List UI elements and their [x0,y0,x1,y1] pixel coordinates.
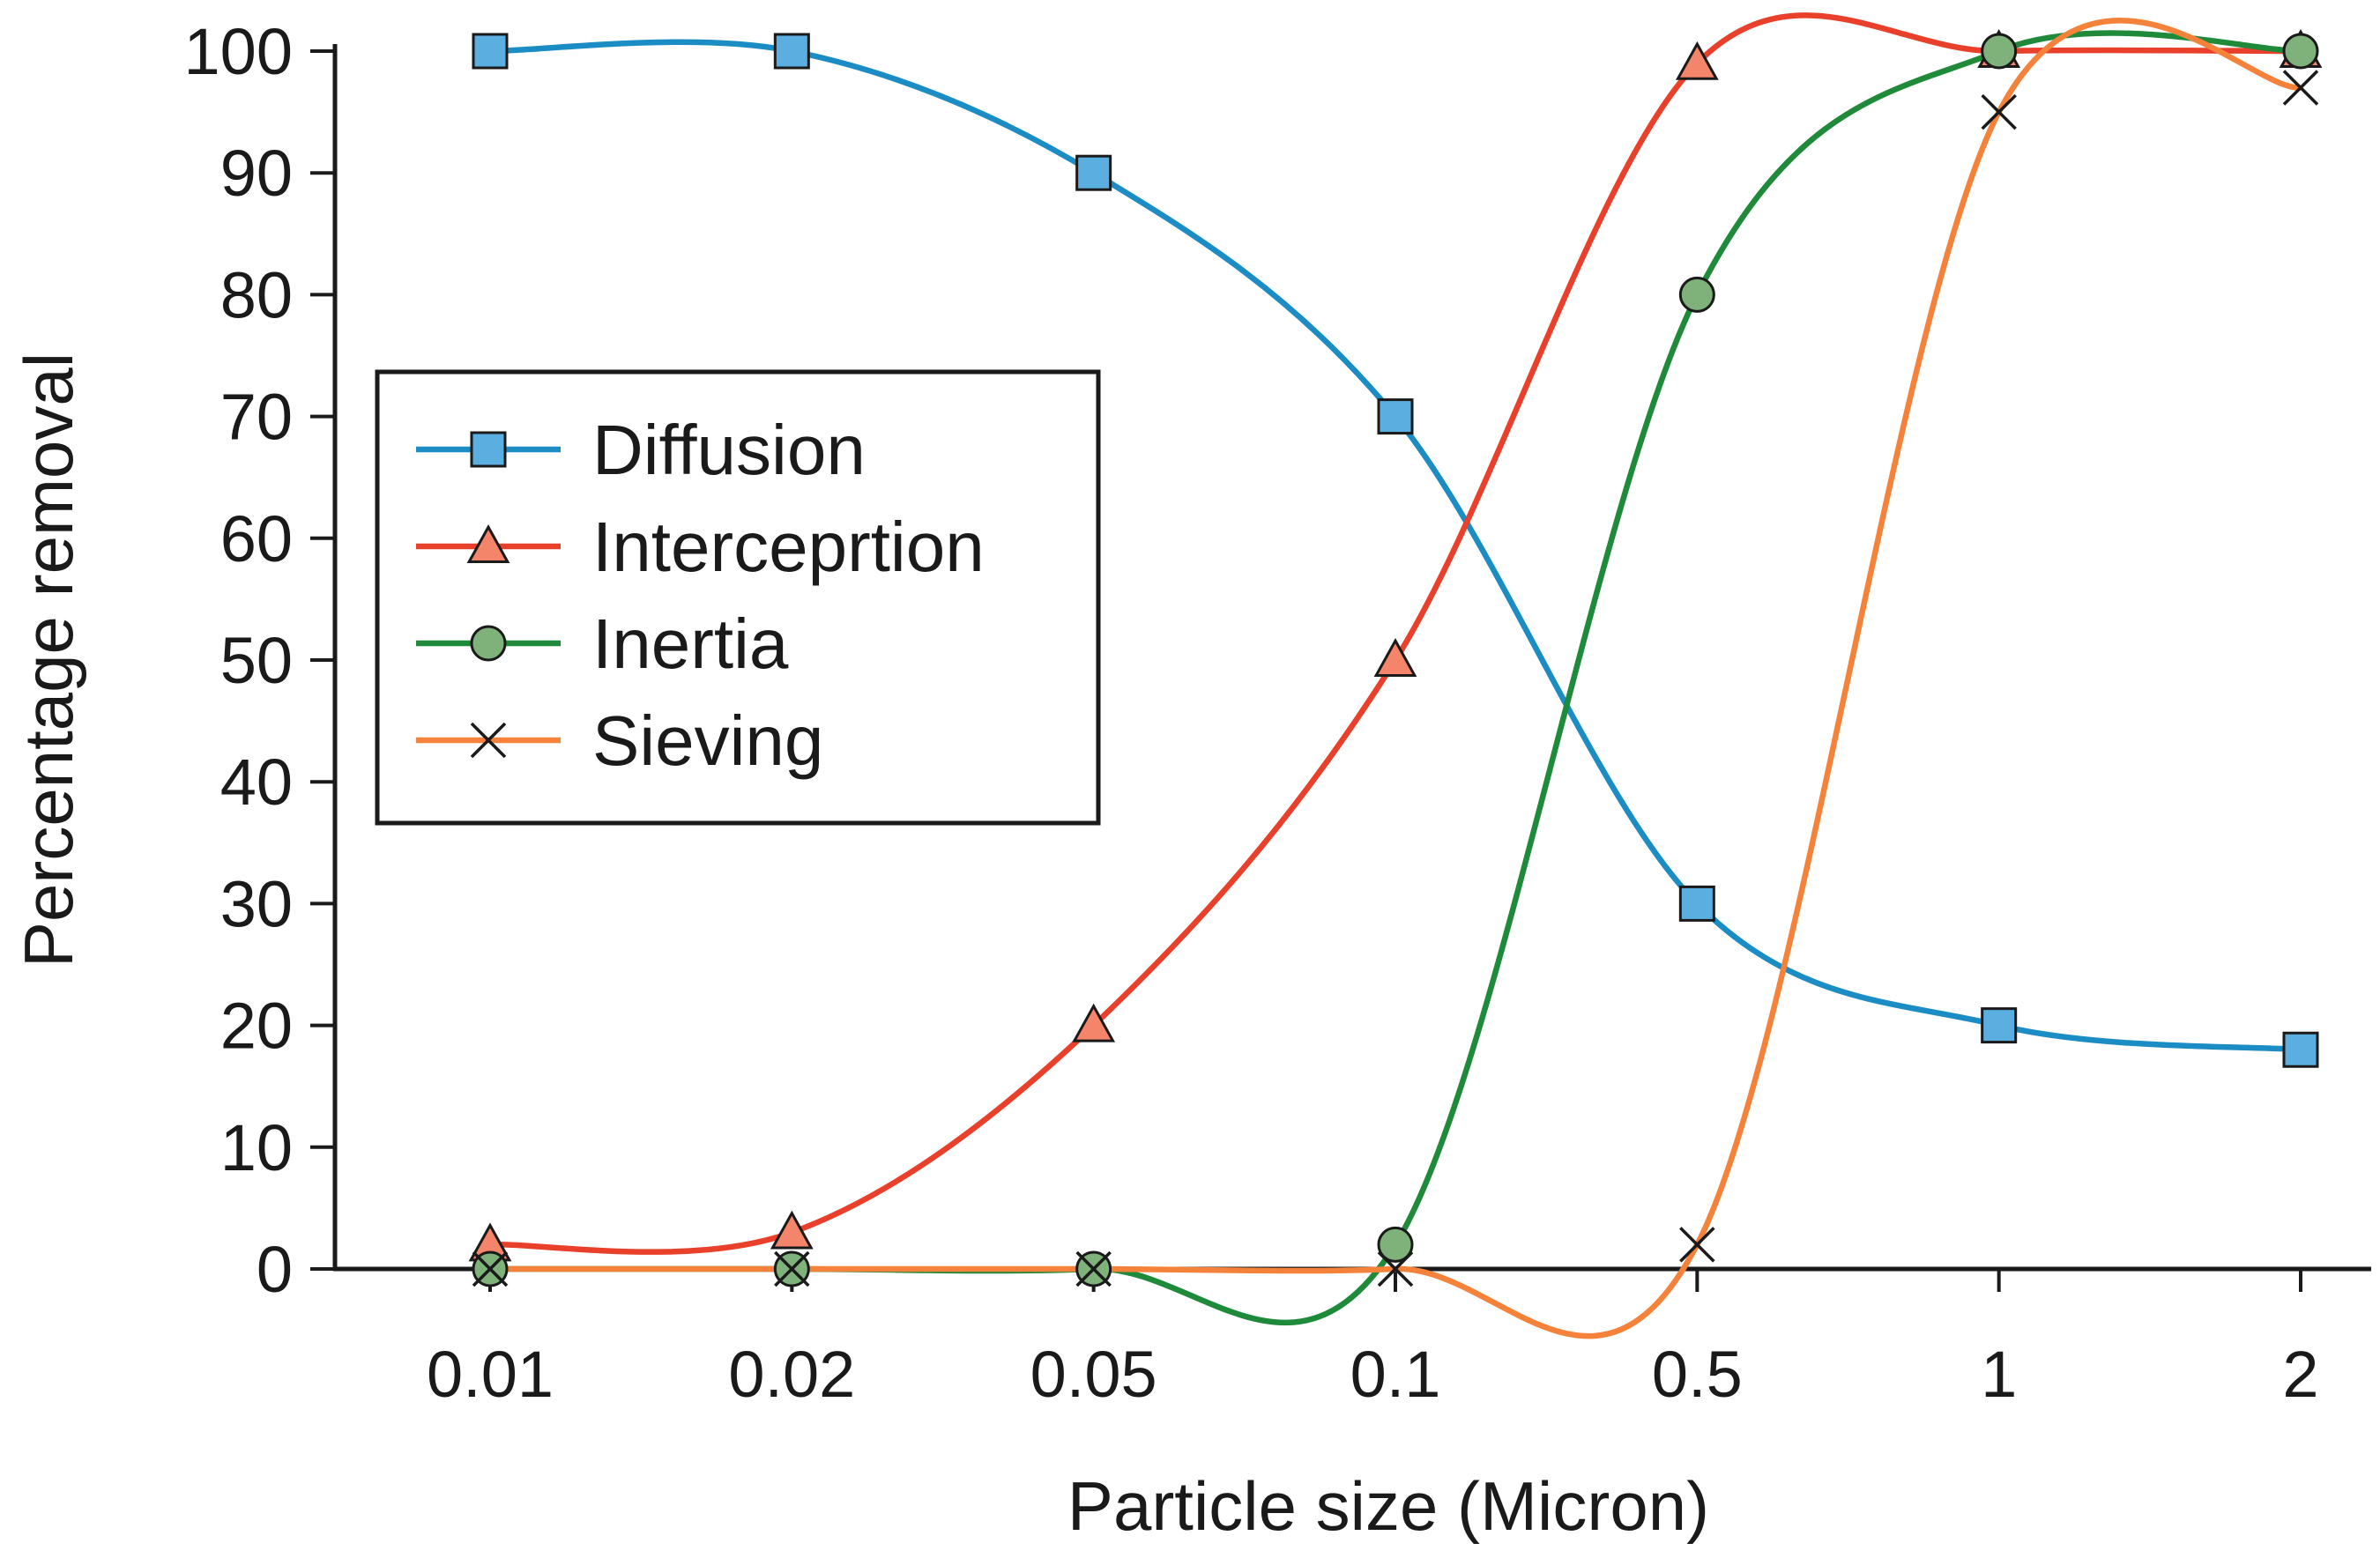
data-point-interceprtion [1675,41,1719,80]
data-point-diffusion [2282,1031,2319,1068]
x-tick-label: 0.02 [728,1338,855,1411]
data-point-interceprtion [1373,638,1417,677]
legend-label: Sieving [592,701,823,780]
data-point-inertia [1981,33,2018,70]
legend-marker-interceprtion [466,524,510,563]
legend-marker-diffusion [470,431,507,468]
y-tick-label: 20 [220,990,293,1063]
data-point-diffusion [1678,885,1715,922]
data-point-diffusion [1075,154,1112,191]
series-markers [468,29,2323,1287]
y-tick-label: 70 [220,381,293,454]
y-tick-label: 40 [220,746,293,819]
data-point-diffusion [1981,1007,2018,1044]
legend-marker-sieving [470,722,507,759]
data-point-inertia [2282,33,2319,70]
legend-item-diffusion: Diffusion [416,411,866,489]
y-tick-label: 50 [220,624,293,697]
legend: Diffusion Interceprtion Inertia Sieving [375,369,1101,826]
y-tick-label: 10 [220,1111,293,1184]
x-axis-title: Particle size (Micron) [1067,1467,1709,1545]
y-tick-label: 100 [184,15,293,88]
y-tick-label: 0 [257,1233,293,1306]
x-tick-label: 2 [2282,1338,2318,1411]
x-tick-label: 0.05 [1030,1338,1157,1411]
data-point-sieving [1377,1250,1414,1287]
data-point-diffusion [472,33,509,70]
y-tick-label: 90 [220,137,293,210]
data-point-sieving [1679,1227,1715,1263]
data-point-inertia [1678,276,1715,313]
legend-item-sieving: Sieving [416,701,823,780]
data-point-diffusion [1377,398,1414,435]
y-axis-title: Percentage removal [10,352,87,968]
series-line-interceprtion [489,12,2302,1255]
data-point-sieving [774,1250,810,1287]
legend-label: Interceprtion [592,508,985,586]
data-point-sieving [2282,70,2319,106]
data-point-diffusion [773,33,810,70]
axes: 0 10 20 30 40 50 60 70 80 90 100 0.01 0.02 0.05 0.1 0.5… [184,15,2371,1411]
x-tick-label: 0.5 [1652,1338,1743,1411]
data-point-interceprtion [770,1210,814,1250]
y-tick-label: 60 [220,502,293,575]
data-point-sieving [1981,93,2017,130]
x-tick-label: 0.01 [427,1338,554,1411]
x-tick-label: 0.1 [1350,1338,1441,1411]
legend-label: Diffusion [592,411,866,489]
data-point-interceprtion [1072,1003,1116,1042]
y-tick-label: 30 [220,867,293,940]
data-point-sieving [1075,1250,1112,1287]
legend-marker-inertia [470,625,507,662]
legend-label: Inertia [592,605,789,683]
legend-item-interceprtion: Interceprtion [416,508,985,586]
y-tick-label: 80 [220,258,293,331]
data-point-sieving [472,1250,509,1287]
legend-item-inertia: Inertia [416,605,789,683]
data-point-inertia [1377,1226,1414,1263]
x-tick-label: 1 [1981,1338,2017,1411]
